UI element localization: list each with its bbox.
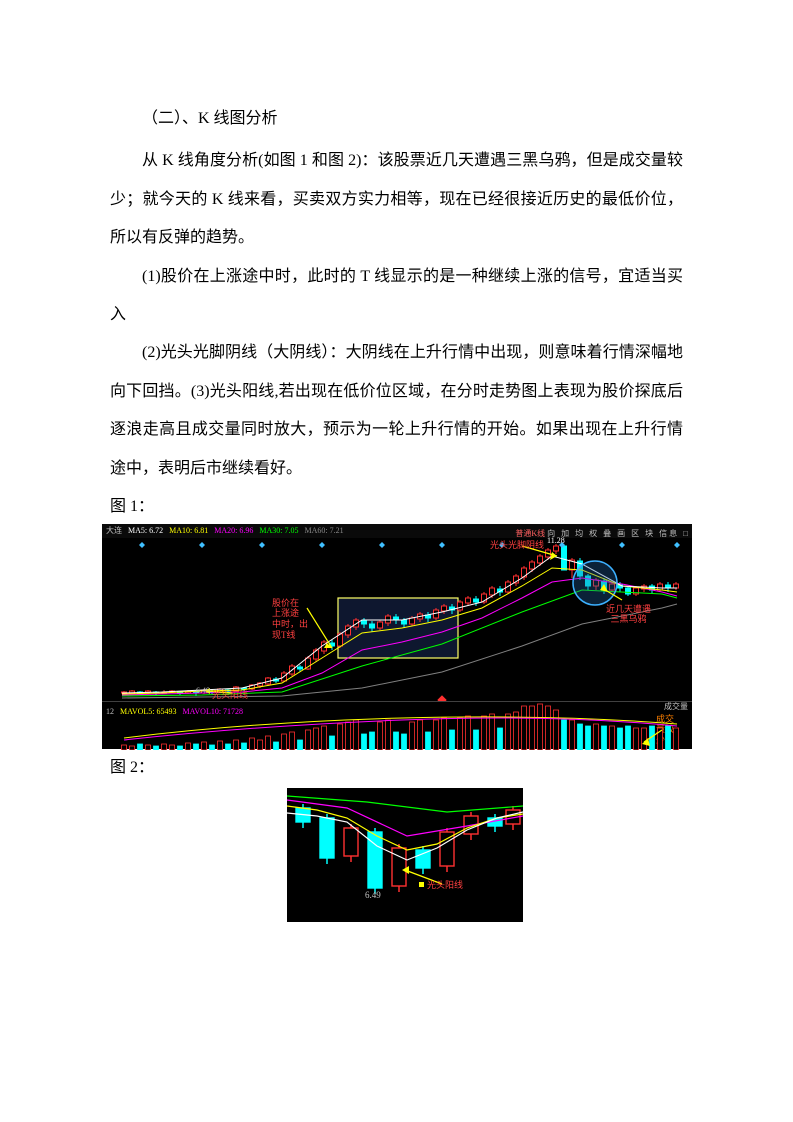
chart1-svg (102, 538, 692, 701)
kline-chart-1: 大连 MA5: 6.72 MA10: 6.81 MA20: 6.96 MA30:… (102, 524, 692, 749)
paragraph-2: (1)股价在上涨途中时，此时的 T 线显示的是一种继续上涨的信号，宜适当买入 (110, 258, 683, 335)
chart1-main-area: 光头光脚阴线 股价在 上涨途 中时，出 现T线 近几天遭遇 三黑乌鸦 光头阳线 … (102, 538, 692, 701)
paragraph-3: (2)光头光脚阴线（大阴线）：大阴线在上升行情中出现，则意味着行情深幅地向下回挡… (110, 334, 683, 488)
kline-chart-2: 6.49 光头阳线 (287, 788, 523, 922)
paragraph-1: 从 K 线角度分析(如图 1 和图 2)：该股票近几天遭遇三黑乌鸦，但是成交量较… (110, 142, 683, 257)
figure-1-label: 图 1： (110, 494, 683, 520)
section-title: （二）、K 线图分析 (110, 100, 683, 138)
chart1-vol-svg (102, 702, 692, 750)
chart-1-container: 大连 MA5: 6.72 MA10: 6.81 MA20: 6.96 MA30:… (102, 524, 692, 749)
figure-2-label: 图 2： (110, 755, 683, 781)
chart2-svg (287, 788, 523, 922)
chart-2-container: 6.49 光头阳线 (110, 788, 700, 922)
chart1-volume-area: 12 MAVOL5: 65493 MAVOL10: 71728 成交量 成交 量… (102, 701, 692, 749)
